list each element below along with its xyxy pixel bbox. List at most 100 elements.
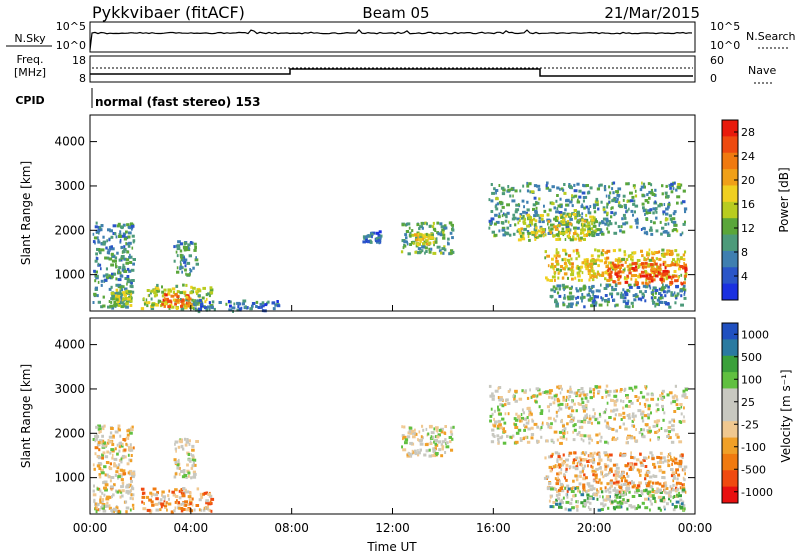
echo-cell	[568, 213, 572, 217]
echo-cell	[560, 463, 564, 467]
echo-cell	[186, 438, 189, 441]
echo-cell	[588, 298, 592, 302]
echo-cell	[675, 188, 678, 192]
echo-cell	[118, 301, 122, 305]
echo-cell	[655, 421, 659, 425]
echo-cell	[576, 251, 580, 255]
echo-cell	[632, 184, 636, 188]
echo-cell	[579, 288, 582, 292]
echo-cell	[563, 296, 566, 300]
echo-cell	[553, 217, 557, 221]
echo-cell	[634, 268, 638, 272]
echo-cell	[637, 264, 641, 268]
echo-cell	[606, 205, 609, 209]
echo-cell	[579, 474, 582, 478]
echo-cell	[572, 458, 576, 462]
echo-cell	[573, 428, 577, 432]
echo-cell	[512, 393, 515, 397]
colorbar-tick-label: 24	[741, 150, 755, 163]
echo-cell	[208, 307, 211, 311]
echo-cell	[488, 226, 491, 230]
echo-cell	[570, 302, 574, 306]
echo-cell	[650, 270, 653, 274]
echo-cell	[586, 233, 588, 237]
echo-cell	[683, 281, 686, 285]
echo-cell	[182, 283, 185, 287]
echo-cell	[650, 191, 654, 195]
echo-cell	[511, 199, 516, 203]
echo-cell	[544, 390, 549, 394]
echo-cell	[534, 236, 538, 240]
echo-cell	[186, 463, 189, 467]
echo-cell	[118, 258, 122, 262]
echo-cell	[203, 491, 207, 495]
echo-cell	[647, 407, 651, 411]
echo-cell	[129, 431, 133, 435]
echo-cell	[620, 488, 624, 492]
echo-cell	[566, 484, 570, 488]
echo-cell	[122, 223, 126, 227]
echo-cell	[594, 200, 599, 204]
echo-cell	[242, 299, 247, 303]
echo-cell	[130, 296, 133, 300]
echo-cell	[607, 300, 610, 304]
echo-cell	[560, 467, 563, 471]
echo-cell	[431, 435, 435, 439]
echo-cell	[647, 416, 650, 420]
echo-cell	[114, 430, 119, 434]
echo-cell	[150, 289, 153, 293]
echo-cell	[668, 497, 670, 501]
echo-cell	[200, 508, 203, 512]
echo-cell	[173, 259, 176, 263]
echo-cell	[196, 302, 199, 306]
echo-cell	[526, 396, 530, 400]
echo-cell	[553, 206, 556, 210]
echo-cell	[556, 207, 559, 211]
echo-cell	[421, 249, 424, 253]
echo-cell	[614, 486, 617, 490]
echo-cell	[586, 399, 590, 403]
echo-cell	[622, 491, 625, 494]
echo-cell	[119, 289, 122, 293]
echo-cell	[121, 454, 125, 458]
echo-cell	[104, 443, 108, 447]
echo-cell	[585, 262, 589, 266]
echo-cell	[238, 308, 241, 311]
echo-cell	[113, 272, 117, 276]
echo-cell	[578, 213, 581, 217]
echo-cell	[652, 300, 656, 304]
echo-cell	[491, 428, 495, 432]
echo-cell	[555, 251, 560, 255]
echo-cell	[673, 210, 677, 214]
echo-cell	[633, 456, 636, 460]
echo-cell	[598, 223, 601, 227]
echo-cell	[550, 487, 554, 491]
echo-cell	[615, 303, 619, 307]
echo-cell	[572, 465, 575, 469]
echo-cell	[566, 389, 570, 393]
echo-cell	[155, 293, 158, 297]
echo-cell	[517, 228, 521, 232]
echo-cell	[647, 497, 650, 501]
echo-cell	[449, 251, 453, 255]
echo-cell	[592, 272, 597, 276]
echo-cell	[595, 385, 599, 389]
echo-cell	[568, 231, 571, 235]
echo-cell	[654, 291, 657, 295]
echo-cell	[681, 231, 684, 235]
echo-cell	[567, 397, 570, 401]
echo-cell	[615, 463, 619, 467]
echo-cell	[153, 291, 157, 295]
echo-cell	[118, 266, 122, 270]
echo-cell	[152, 487, 157, 491]
echo-cell	[119, 230, 122, 234]
echo-cell	[613, 481, 617, 485]
echo-cell	[605, 495, 610, 499]
echo-cell	[599, 183, 603, 187]
echo-cell	[644, 473, 648, 477]
echo-cell	[662, 230, 667, 234]
echo-cell	[562, 398, 566, 402]
echo-cell	[515, 203, 519, 207]
echo-cell	[491, 397, 495, 401]
echo-cell	[634, 219, 638, 222]
